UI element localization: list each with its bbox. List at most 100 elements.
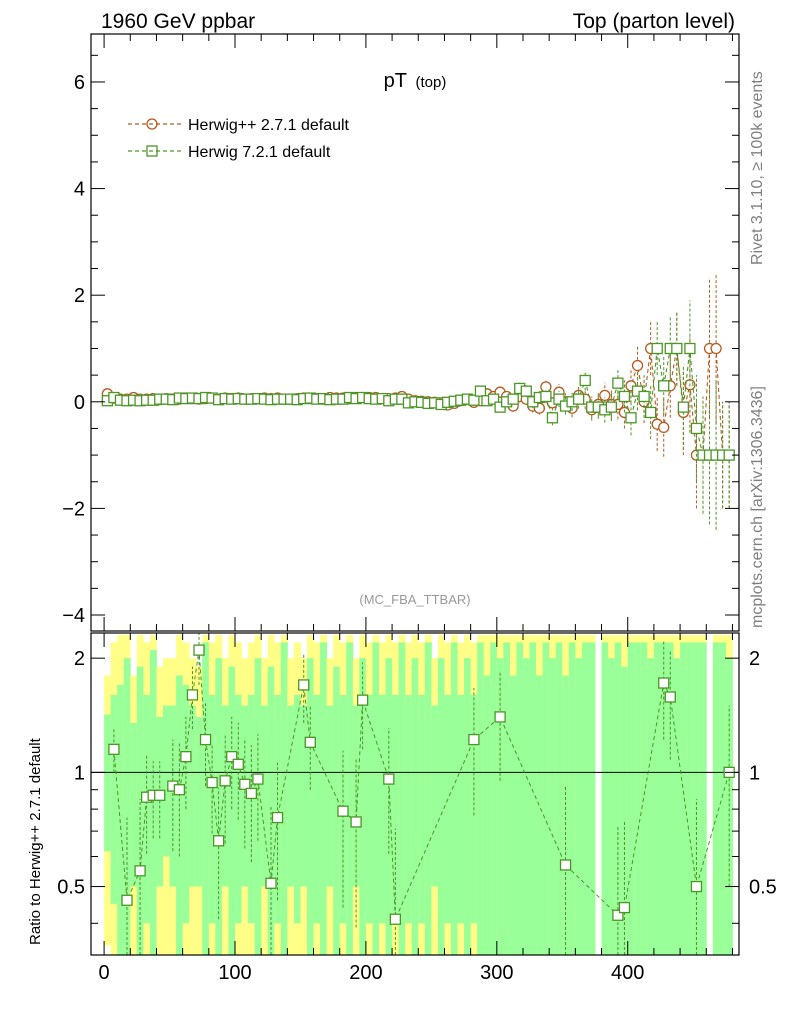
band-inner	[601, 642, 609, 955]
ratio-point	[658, 677, 670, 689]
data-point-square	[618, 390, 631, 403]
band-inner	[267, 666, 275, 955]
band-inner	[254, 658, 262, 955]
ratio-point	[219, 775, 231, 787]
ratio-point	[206, 776, 218, 789]
band-inner	[693, 642, 701, 955]
ratio-point	[468, 733, 480, 746]
band-inner	[182, 684, 190, 924]
ratio-y-tick-label: 2	[74, 648, 85, 670]
band-inner	[444, 694, 452, 924]
data-point-square	[658, 380, 670, 392]
ratio-point	[304, 736, 316, 748]
band-inner	[680, 642, 688, 955]
band-inner	[202, 642, 210, 955]
main-frame	[90, 33, 740, 632]
ratio-series-layer	[91, 633, 739, 955]
band-inner	[411, 658, 419, 955]
legend-marker-circle	[146, 118, 158, 130]
legend-marker-square	[146, 145, 158, 157]
mcplots-label: mcplots.cern.ch [arXiv:1306.3436]	[749, 386, 766, 628]
ratio-point	[559, 859, 572, 871]
band-inner	[320, 642, 328, 955]
band-inner	[195, 716, 203, 887]
ratio-point	[121, 894, 133, 906]
data-point-circle	[631, 359, 644, 372]
band-inner	[667, 642, 674, 955]
ratio-point	[232, 758, 244, 770]
ratio-point	[298, 679, 310, 691]
y-tick-label: 6	[74, 72, 85, 94]
band-inner	[208, 694, 216, 924]
header-right: Top (parton level)	[573, 10, 735, 33]
ratio-y-tick-label-right: 1	[749, 762, 760, 784]
band-inner	[516, 642, 524, 955]
header-left: 1960 GeV ppbar	[101, 10, 255, 33]
ratio-point	[265, 877, 277, 889]
band-inner	[477, 642, 485, 955]
band-inner	[313, 694, 321, 924]
band-inner	[562, 675, 570, 955]
main-series-layer	[101, 273, 735, 530]
data-point-square	[553, 393, 565, 405]
ratio-point	[245, 787, 258, 800]
ratio-point	[664, 691, 676, 703]
plot-title-main: pT	[384, 70, 407, 92]
band-inner	[280, 642, 288, 955]
band-inner	[451, 642, 458, 955]
data-point-circle	[710, 342, 722, 355]
band-inner	[660, 642, 668, 955]
x-tick-label: 400	[611, 962, 644, 984]
y-tick-label: −2	[62, 498, 85, 520]
data-point-square	[507, 393, 519, 405]
band-inner	[509, 675, 517, 955]
band-inner	[490, 642, 498, 955]
ratio-uncertainty-bands	[104, 635, 733, 955]
band-inner	[503, 642, 511, 955]
ratio-point	[383, 773, 395, 785]
y-tick-label: 0	[74, 392, 85, 414]
ratio-point	[180, 751, 192, 763]
band-inner	[431, 705, 439, 887]
band-inner	[392, 694, 400, 924]
ratio-y-tick-label: 1	[74, 762, 85, 784]
data-point-square	[546, 412, 559, 424]
plot-title-sub: (top)	[415, 74, 446, 91]
band-inner	[621, 666, 629, 955]
band-inner	[634, 642, 642, 955]
band-inner	[614, 642, 622, 955]
legend-label-herwig7: Herwig 7.2.1 default	[188, 144, 331, 161]
ratio-point	[134, 865, 146, 877]
data-point-circle	[599, 389, 611, 402]
ratio-y-tick-label-right: 2	[749, 648, 760, 670]
ratio-y-tick-label: 0.5	[57, 877, 85, 899]
band-inner	[307, 658, 314, 955]
ratio-point	[193, 644, 205, 656]
data-point-square	[612, 377, 624, 389]
band-inner	[588, 642, 596, 955]
band-inner	[575, 658, 583, 955]
ratio-ylabel: Ratio to Herwig++ 2.7.1 default	[27, 737, 44, 945]
data-point-square	[638, 390, 650, 403]
band-inner	[640, 642, 648, 955]
band-inner	[581, 642, 589, 955]
band-inner	[287, 705, 295, 887]
ratio-frame	[90, 632, 740, 956]
ratio-point	[199, 733, 212, 746]
ratio-point	[612, 909, 624, 921]
legend-label-herwigpp: Herwig++ 2.7.1 default	[188, 117, 350, 134]
band-inner	[143, 694, 151, 924]
band-inner	[555, 642, 563, 955]
ratio-point	[356, 694, 369, 706]
data-point-square	[579, 374, 591, 387]
data-point-square	[677, 401, 690, 413]
rivet-version-label: Rivet 3.1.10, ≥ 100k events	[749, 71, 766, 265]
band-inner	[104, 714, 112, 852]
band-inner	[725, 658, 733, 955]
ratio-point	[389, 913, 402, 925]
band-inner	[418, 694, 426, 924]
band-inner	[464, 658, 472, 955]
ratio-point	[690, 880, 703, 893]
band-inner	[424, 642, 432, 955]
